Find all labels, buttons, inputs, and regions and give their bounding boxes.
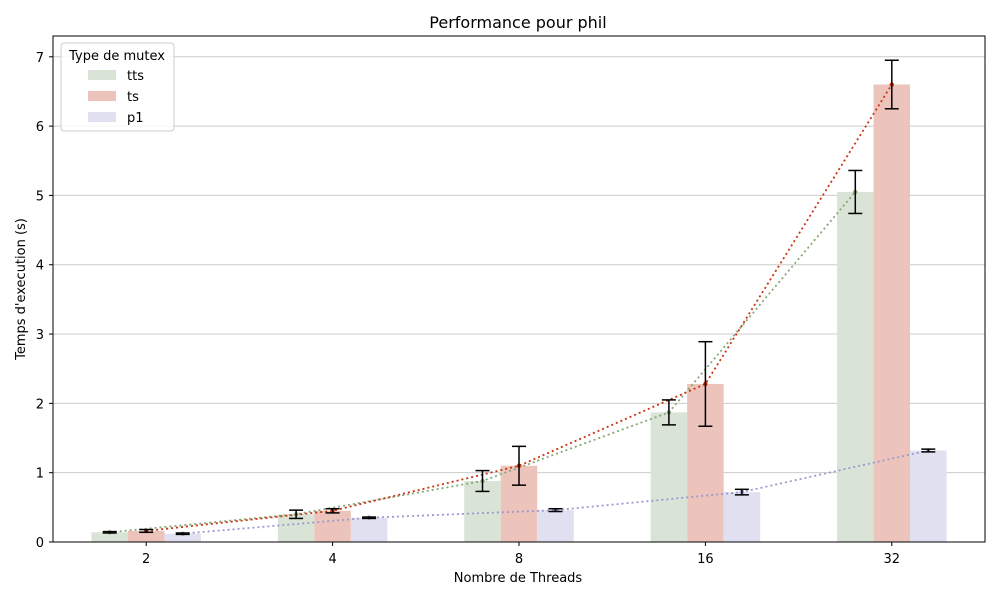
grid (53, 56, 985, 474)
legend-label-tts: tts (127, 69, 144, 84)
chart-title: Performance pour phil (429, 13, 606, 32)
x-tick-label: 4 (328, 552, 336, 567)
error-bars (102, 59, 936, 536)
y-tick-label: 2 (36, 397, 44, 412)
bar-p1 (350, 517, 388, 542)
bar-p1 (537, 510, 574, 542)
bar-tts (91, 532, 128, 542)
bars (91, 84, 947, 543)
ticks: 0 1 2 3 4 5 6 7 2 4 8 16 32 (36, 51, 900, 567)
y-tick-label: 4 (36, 259, 44, 274)
legend-label-ts: ts (127, 90, 139, 105)
x-tick-label: 16 (697, 552, 714, 567)
legend-swatch-tts (88, 70, 116, 80)
bar-p1 (164, 533, 201, 542)
bar-ts (314, 510, 351, 542)
legend-box (60, 42, 175, 132)
legend-title: Type de mutex (68, 49, 165, 64)
x-tick-label: 8 (515, 552, 523, 567)
y-tick-label: 6 (36, 120, 44, 135)
legend-swatch-ts (88, 91, 116, 101)
bar-p1 (723, 492, 761, 542)
trend-line-ts (146, 84, 893, 532)
y-tick-label: 3 (36, 328, 44, 343)
legend-swatch-p1 (88, 112, 116, 122)
y-tick-label: 5 (36, 189, 44, 204)
y-tick-label: 1 (36, 467, 44, 482)
y-tick-label: 0 (36, 536, 44, 551)
legend-label-p1: p1 (127, 111, 144, 126)
y-axis-label: Temps d'execution (s) (14, 218, 29, 361)
y-tick-label: 7 (36, 51, 44, 66)
x-tick-label: 32 (884, 552, 901, 567)
x-axis-label: Nombre de Threads (454, 571, 583, 586)
bar-tts (650, 412, 688, 542)
bar-p1 (910, 450, 947, 542)
x-tick-label: 2 (142, 552, 150, 567)
bar-ts (873, 84, 911, 543)
legend: Type de mutex tts ts p1 (60, 42, 175, 132)
bar-tts (837, 191, 874, 542)
bar-ts (127, 530, 165, 542)
